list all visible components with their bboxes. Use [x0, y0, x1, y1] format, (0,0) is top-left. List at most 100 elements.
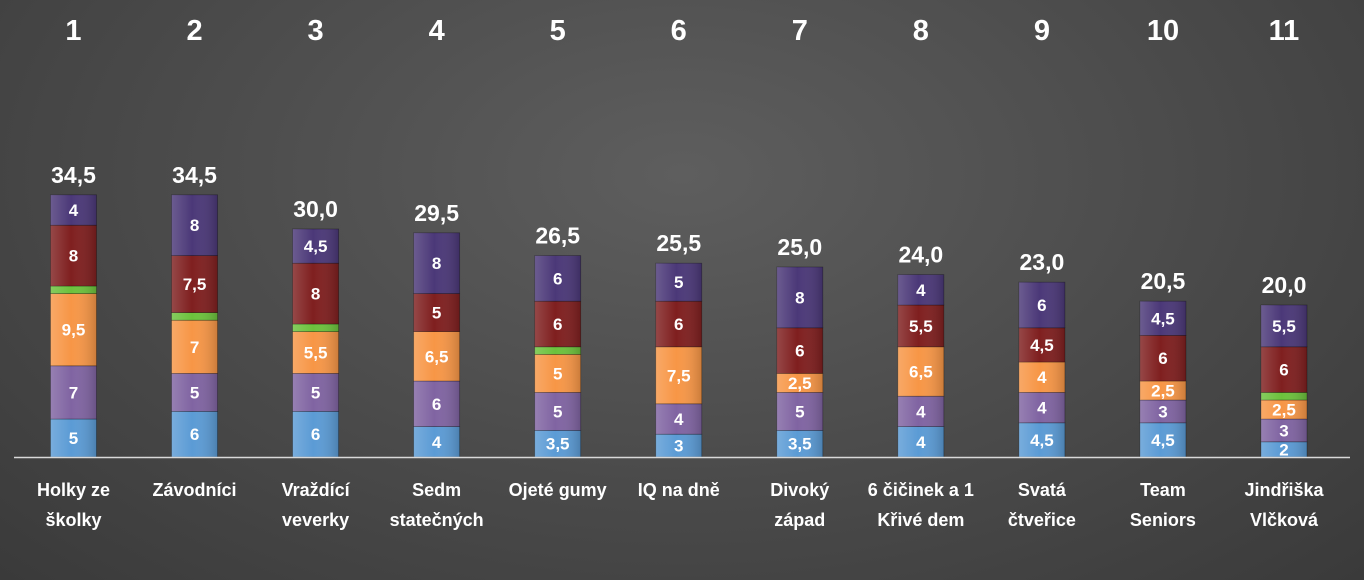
segment-value-label: 2,5 [788, 374, 812, 393]
segment-value-label: 4 [1037, 368, 1047, 387]
bar-segment-shade [413, 293, 460, 332]
segment-value-label: 6,5 [909, 363, 933, 382]
segment-value-label: 5,5 [909, 317, 933, 336]
segment-value-label: 7 [190, 338, 199, 357]
bar-segment-shade [534, 346, 581, 355]
category-label: Ojeté gumy [509, 480, 607, 500]
segment-value-label: 2 [1279, 440, 1288, 459]
total-value-label: 20,5 [1141, 268, 1186, 294]
total-value-label: 26,5 [535, 223, 580, 249]
total-value-label: 34,5 [172, 162, 217, 188]
segment-value-label: 4 [674, 410, 684, 429]
bar-segment-shade [776, 267, 823, 328]
bar-segment-shade [1018, 362, 1065, 393]
bar-segment-shade [655, 301, 702, 347]
segment-value-label: 2,5 [1272, 401, 1296, 420]
category-label: IQ na dně [638, 480, 720, 500]
bar-segment-shade [171, 194, 218, 256]
bar-segment-shade [171, 312, 218, 321]
segment-value-label: 5 [190, 383, 199, 402]
category-label: Sedm [412, 480, 461, 500]
bar-segment-shade [50, 293, 97, 366]
bar-segment-shade [897, 274, 944, 305]
bar-segment-shade [292, 411, 339, 457]
rank-label: 9 [1034, 15, 1050, 47]
total-value-label: 24,0 [898, 242, 943, 268]
segment-value-label: 6 [432, 395, 441, 414]
segment-value-label: 4,5 [1151, 431, 1175, 450]
bar-segment-shade [1018, 392, 1065, 423]
total-value-label: 29,5 [414, 200, 459, 226]
segment-value-label: 4,5 [1030, 431, 1054, 450]
category-label: veverky [282, 510, 349, 530]
segment-value-label: 3 [1279, 421, 1288, 440]
category-label: 6 čičinek a 1 [868, 480, 974, 500]
segment-value-label: 5 [795, 402, 804, 421]
bar-segment-shade [534, 354, 581, 393]
total-value-label: 20,0 [1262, 272, 1307, 298]
category-label: Vraždící [282, 480, 351, 500]
segment-value-label: 4 [916, 433, 926, 452]
segment-value-label: 7 [69, 383, 78, 402]
bar-segment-shade [655, 346, 702, 404]
category-label: Závodníci [153, 480, 237, 500]
bar-segment-shade [534, 301, 581, 347]
total-value-label: 25,0 [777, 234, 822, 260]
bar-segment-shade [50, 225, 97, 286]
bar-segment-shade [1261, 400, 1307, 419]
bar-segment-shade [897, 305, 944, 347]
segment-value-label: 2,5 [1151, 382, 1175, 401]
bar-segment-shade [50, 365, 97, 419]
segment-value-label: 8 [69, 247, 78, 266]
segment-value-label: 4,5 [1030, 336, 1054, 355]
segment-value-label: 3,5 [788, 435, 812, 454]
bar-segment-shade [413, 381, 460, 427]
bar-segment-shade [1018, 327, 1065, 362]
bar-segment-shade [1139, 301, 1186, 336]
bar-segment-shade [655, 403, 702, 435]
rank-label: 3 [308, 15, 324, 47]
rank-label: 8 [913, 15, 929, 47]
segment-value-label: 6,5 [425, 347, 449, 366]
category-label: statečných [390, 510, 484, 530]
bar-segment-shade [50, 419, 97, 457]
bar-segment-shade [292, 331, 339, 374]
bar-segment-shade [292, 263, 339, 324]
category-label: školky [45, 510, 101, 530]
segment-value-label: 4 [916, 402, 926, 421]
segment-value-label: 4 [916, 281, 926, 300]
bar-segment-shade [776, 430, 823, 457]
rank-label: 5 [550, 15, 566, 47]
segment-value-label: 5 [674, 273, 683, 292]
bar-segment-shade [534, 255, 581, 302]
bar-segment-shade [655, 263, 702, 302]
bar-segment-shade [1261, 305, 1307, 347]
bar-segment-shade [897, 396, 944, 427]
total-value-label: 23,0 [1020, 249, 1065, 275]
category-label: Team [1140, 480, 1186, 500]
bar-segment-shade [50, 286, 97, 294]
bar-segment-shade [1261, 392, 1307, 400]
bar-segment-shade [776, 373, 823, 393]
segment-value-label: 6 [1158, 349, 1167, 368]
bar-segment-shade [171, 255, 218, 313]
bar-segment-shade [655, 434, 702, 457]
segment-value-label: 5 [69, 429, 78, 448]
bar-segment-shade [897, 346, 944, 397]
bar-segment-shade [171, 373, 218, 412]
category-label: Holky ze [37, 480, 110, 500]
total-value-label: 25,5 [656, 230, 701, 256]
category-label: Křivé dem [877, 510, 964, 530]
bar-segment-shade [534, 392, 581, 431]
bar-segment-shade [50, 194, 97, 226]
segment-value-label: 8 [311, 285, 320, 304]
segment-value-label: 6 [190, 425, 199, 444]
segment-value-label: 5 [432, 304, 441, 323]
bar-segment-shade [1018, 422, 1065, 457]
segment-value-label: 5,5 [304, 344, 328, 363]
bar-segment-shade [413, 331, 460, 381]
segment-value-label: 6 [311, 425, 320, 444]
rank-label: 4 [429, 15, 445, 47]
total-value-label: 30,0 [293, 196, 338, 222]
